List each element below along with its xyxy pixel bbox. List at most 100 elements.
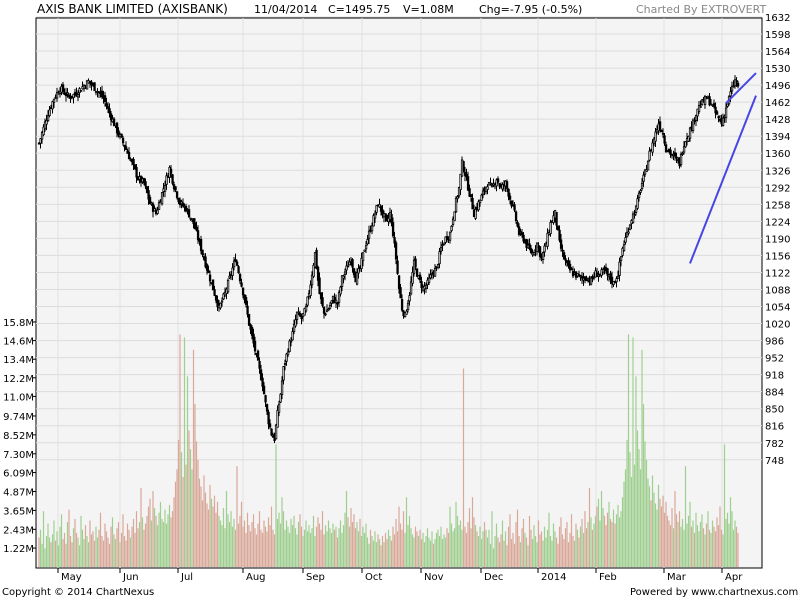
volume-bar [569, 532, 571, 567]
candle-body [495, 179, 498, 187]
candle-body [505, 181, 509, 189]
candle-body [256, 350, 260, 361]
candle-body [654, 131, 657, 142]
trendlines [689, 72, 757, 264]
candle-body [330, 300, 333, 304]
volume-bar [327, 520, 330, 567]
volume-bar [473, 517, 475, 567]
price-tick-label: 1428 [765, 115, 790, 126]
candle-body [673, 152, 677, 157]
volume-tick-label: 3.65M [3, 506, 34, 517]
volume-bar [483, 522, 486, 567]
volume-bar [198, 478, 201, 567]
candle-body [625, 231, 629, 238]
candle-body [420, 281, 423, 289]
volume-bar [336, 537, 339, 567]
candle-body [231, 267, 234, 276]
grid-lines [36, 16, 762, 568]
volume-bar [86, 535, 88, 567]
volume-bar [651, 475, 654, 567]
volume-bar [308, 525, 310, 567]
candle-body [439, 246, 443, 252]
candle-body [528, 243, 531, 250]
price-tick-label: 1224 [765, 217, 790, 228]
volume-bar [383, 542, 385, 567]
volume-bar [80, 515, 82, 567]
candle-body [429, 274, 432, 279]
copyright-text: Copyright © 2014 ChartNexus [2, 587, 155, 598]
volume-bar [276, 518, 279, 567]
candle-body [316, 266, 320, 281]
candle-body [549, 222, 552, 235]
volume-bar [330, 532, 333, 567]
price-tick-label: 1496 [765, 81, 790, 92]
candle-body [169, 168, 173, 174]
volume-bar [213, 495, 216, 567]
volume-bar [494, 535, 496, 567]
price-tick-label: 1190 [765, 234, 790, 245]
volume-bar [456, 515, 459, 567]
volume-bar [54, 540, 57, 567]
candle-body [367, 230, 371, 239]
candle-body [465, 173, 468, 177]
volume-bar [69, 535, 72, 567]
candle-body [394, 242, 398, 260]
candle-body [288, 340, 291, 352]
candle-body [237, 266, 240, 274]
volume-bar [650, 500, 652, 567]
volume-bar [347, 517, 349, 567]
volume-bar [342, 525, 345, 567]
candle-body [336, 301, 339, 305]
volume-bar [273, 534, 276, 567]
candle-body [100, 90, 104, 98]
volume-bar [704, 534, 706, 567]
candle-body [76, 94, 80, 98]
volume-bar [275, 444, 277, 567]
volume-bar [83, 539, 85, 567]
candle-body [112, 118, 116, 127]
candle-body [622, 244, 626, 251]
volume-bar [59, 526, 61, 567]
volume-bar [654, 503, 657, 567]
volume-bar [42, 511, 45, 567]
candle-body [265, 404, 269, 412]
volume-bar [180, 452, 183, 567]
candle-body [181, 202, 185, 207]
candle-body [703, 95, 707, 106]
volume-bar [329, 528, 331, 567]
volume-bar [141, 517, 144, 567]
volume-tick-label: 1.22M [3, 544, 34, 555]
volume-bar [735, 526, 738, 567]
candle-body [120, 133, 123, 138]
volume-bar [149, 498, 151, 567]
price-tick-label: 1292 [765, 183, 790, 194]
volume-bar [633, 464, 636, 567]
volume-bar [684, 466, 687, 567]
candle-body [636, 198, 639, 209]
volume-bar [534, 535, 537, 567]
volume-bar [278, 512, 280, 567]
volume-bar [129, 537, 132, 567]
volume-bar [416, 531, 418, 567]
volume-bar [110, 526, 112, 567]
volume-bar [437, 529, 439, 567]
volume-bar [666, 515, 669, 567]
candle-body [219, 302, 222, 309]
candle-body [408, 295, 411, 302]
volume-bar [480, 539, 483, 567]
volume-bar [671, 508, 673, 567]
volume-bar [632, 337, 634, 567]
volume-bar [354, 528, 357, 567]
volume-bar [708, 529, 711, 567]
candle-body [295, 311, 299, 320]
volume-tick-label: 15.8M [3, 318, 34, 329]
price-tick-label: 816 [765, 422, 784, 433]
quote-date: 11/04/2014 [254, 3, 318, 16]
candle-body [66, 92, 69, 95]
volume-bar [200, 486, 202, 567]
volume-bar [731, 511, 733, 567]
candle-body [280, 380, 284, 395]
volume-bar [300, 526, 303, 567]
volume-bar [485, 529, 487, 567]
candle-body [469, 194, 473, 198]
